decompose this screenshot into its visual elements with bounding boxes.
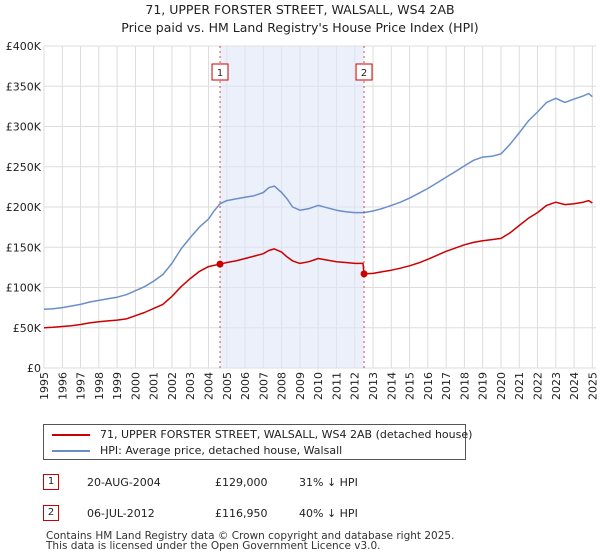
x-tick-label: 2009 xyxy=(294,372,307,400)
series xyxy=(43,92,593,329)
sale-marker-badge xyxy=(355,63,373,81)
x-tick-label: 2020 xyxy=(495,372,508,400)
y-tick-label: £50K xyxy=(13,322,42,335)
sale-point xyxy=(216,260,224,268)
transaction-row-2: 2 06-JUL-2012 £116,950 40% ↓ HPI xyxy=(43,505,543,523)
x-tick-label: 1997 xyxy=(75,372,88,400)
x-tick-label: 2015 xyxy=(404,372,417,400)
footer: Contains HM Land Registry data © Crown c… xyxy=(46,530,586,552)
sale-marker-label: 1 xyxy=(217,68,223,79)
x-tick-label: 2018 xyxy=(458,372,471,400)
x-tick-label: 2004 xyxy=(203,372,216,400)
hpi-line xyxy=(43,92,593,310)
transaction-badge: 2 xyxy=(43,505,59,521)
axes: £0 £50K £100K £150K £200K £250K £300K £350K £400… xyxy=(6,40,600,400)
chart-title-line2: Price paid vs. HM Land Registry's House … xyxy=(121,20,479,35)
x-tick-label: 2003 xyxy=(184,372,197,400)
x-tick-label: 2016 xyxy=(422,372,435,400)
legend-label-hpi: HPI: Average price, detached house, Wals… xyxy=(100,444,343,457)
x-tick-label: 2022 xyxy=(532,372,545,400)
transaction-hpi-diff: 31% ↓ HPI xyxy=(299,476,358,489)
legend-label-property: 71, UPPER FORSTER STREET, WALSALL, WS4 2… xyxy=(100,428,473,441)
x-tick-label: 2010 xyxy=(312,372,325,400)
sale-point xyxy=(360,270,368,278)
x-tick-label: 1998 xyxy=(93,372,106,400)
legend-swatch-property xyxy=(52,434,90,436)
x-tick-label: 2012 xyxy=(349,372,362,400)
y-tick-label: £250K xyxy=(6,161,42,174)
price-paid-line xyxy=(43,199,593,329)
x-tick-label: 2000 xyxy=(129,372,142,400)
x-tick-label: 1995 xyxy=(38,372,51,400)
transaction-hpi-diff: 40% ↓ HPI xyxy=(299,507,358,520)
y-tick-label: £300K xyxy=(6,121,42,134)
x-tick-label: 2019 xyxy=(477,372,490,400)
x-tick-label: 2024 xyxy=(568,372,581,400)
x-tick-label: 2001 xyxy=(148,372,161,400)
legend-swatch-hpi xyxy=(52,450,90,452)
y-tick-label: £0 xyxy=(27,362,41,375)
x-tick-label: 2008 xyxy=(276,372,289,400)
x-tick-label: 2002 xyxy=(166,372,179,400)
x-tick-label: 2007 xyxy=(257,372,270,400)
x-tick-label: 1999 xyxy=(111,372,124,400)
transaction-date: 06-JUL-2012 xyxy=(87,507,155,520)
sale-marker-badge xyxy=(211,63,229,81)
transaction-row-1: 1 20-AUG-2004 £129,000 31% ↓ HPI xyxy=(43,474,543,492)
x-tick-label: 2023 xyxy=(550,372,563,400)
y-tick-label: £100K xyxy=(6,282,42,295)
sale-marker-label: 2 xyxy=(361,68,367,79)
x-tick-label: 2014 xyxy=(385,372,398,400)
transaction-date: 20-AUG-2004 xyxy=(87,476,161,489)
legend: 71, UPPER FORSTER STREET, WALSALL, WS4 2… xyxy=(43,424,472,460)
transaction-price: £116,950 xyxy=(215,507,268,520)
footer-line2: This data is licensed under the Open Gov… xyxy=(46,540,381,552)
y-tick-label: £350K xyxy=(6,80,42,93)
x-tick-label: 2025 xyxy=(586,372,599,400)
transaction-badge: 1 xyxy=(43,474,59,490)
chart-title-line1: 71, UPPER FORSTER STREET, WALSALL, WS4 2… xyxy=(145,2,455,17)
x-tick-label: 2013 xyxy=(367,372,380,400)
x-tick-label: 2005 xyxy=(221,372,234,400)
x-tick-label: 1996 xyxy=(56,372,69,400)
y-tick-label: £200K xyxy=(6,201,42,214)
x-tick-label: 2017 xyxy=(440,372,453,400)
x-tick-label: 2011 xyxy=(330,372,343,400)
x-tick-label: 2006 xyxy=(239,372,252,400)
x-tick-label: 2021 xyxy=(513,372,526,400)
transaction-price: £129,000 xyxy=(215,476,268,489)
y-tick-label: £400K xyxy=(6,40,42,53)
y-tick-label: £150K xyxy=(6,241,42,254)
footer-line1: Contains HM Land Registry data © Crown c… xyxy=(46,530,455,542)
chart-title: 71, UPPER FORSTER STREET, WALSALL, WS4 2… xyxy=(0,1,600,37)
